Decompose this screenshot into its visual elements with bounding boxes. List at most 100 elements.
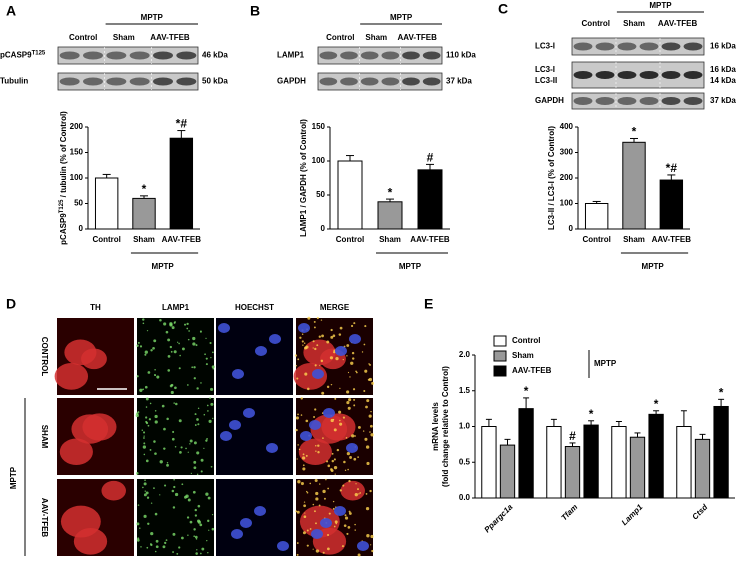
speckle bbox=[336, 448, 340, 452]
blot-band bbox=[595, 42, 615, 51]
speckle bbox=[330, 468, 333, 471]
speckle bbox=[322, 437, 324, 439]
speckle bbox=[332, 334, 336, 337]
speckle bbox=[164, 484, 167, 487]
blot-band bbox=[595, 97, 615, 105]
nucleus bbox=[311, 529, 323, 539]
annotation: *# bbox=[666, 161, 678, 175]
speckle bbox=[330, 335, 334, 339]
group-label: MPTP bbox=[399, 262, 422, 271]
speckle bbox=[327, 547, 330, 551]
speckle bbox=[327, 487, 330, 490]
nucleus bbox=[357, 541, 369, 551]
speckle bbox=[150, 502, 153, 504]
speckle bbox=[329, 356, 334, 360]
speckle bbox=[349, 376, 351, 378]
speckle bbox=[318, 335, 321, 338]
speckle bbox=[154, 410, 157, 412]
speckle bbox=[312, 347, 314, 349]
speckle bbox=[166, 462, 169, 464]
speckle bbox=[167, 369, 171, 372]
blot-band bbox=[176, 51, 197, 60]
nucleus bbox=[312, 369, 324, 379]
blot-strip bbox=[571, 61, 705, 89]
speckle bbox=[322, 489, 326, 494]
blot-kda: 14 kDa bbox=[710, 76, 736, 85]
bar bbox=[546, 426, 562, 499]
blot-group: MPTP bbox=[141, 13, 164, 22]
speckle bbox=[205, 439, 208, 442]
speckle bbox=[170, 390, 174, 395]
nucleus bbox=[269, 334, 281, 344]
speckle bbox=[211, 527, 215, 531]
speckle bbox=[142, 486, 144, 489]
speckle bbox=[145, 397, 149, 401]
cell-body bbox=[321, 413, 356, 441]
blot-band bbox=[106, 77, 127, 86]
blot-band bbox=[683, 42, 703, 51]
blot-band bbox=[83, 51, 103, 60]
speckle bbox=[195, 344, 198, 347]
speckle bbox=[315, 444, 317, 447]
y-tick-label: 100 bbox=[312, 156, 326, 165]
speckle bbox=[212, 367, 215, 370]
speckle bbox=[159, 460, 163, 464]
speckle bbox=[345, 437, 348, 439]
speckle bbox=[165, 330, 169, 334]
bar bbox=[132, 197, 156, 230]
speckle bbox=[185, 447, 187, 450]
speckle bbox=[196, 519, 201, 523]
blot-band bbox=[381, 77, 400, 86]
blot-band bbox=[340, 77, 358, 86]
speckle bbox=[344, 514, 347, 517]
speckle bbox=[187, 338, 190, 341]
speckle bbox=[353, 404, 356, 407]
speckle bbox=[370, 534, 374, 539]
speckle bbox=[365, 405, 368, 409]
column-header: LAMP1 bbox=[162, 303, 190, 312]
column-header: MERGE bbox=[320, 303, 350, 312]
speckle bbox=[209, 341, 212, 345]
speckle bbox=[181, 347, 185, 351]
x-tick-label: Tfam bbox=[560, 503, 580, 523]
speckle bbox=[323, 497, 326, 500]
speckle bbox=[326, 385, 330, 389]
speckle bbox=[335, 357, 339, 361]
speckle bbox=[166, 417, 169, 421]
speckle bbox=[346, 355, 348, 357]
cell-body bbox=[303, 339, 336, 366]
speckle bbox=[312, 503, 315, 506]
speckle bbox=[172, 551, 175, 553]
row-label: SHAM bbox=[40, 425, 49, 449]
speckle bbox=[305, 419, 309, 423]
speckle bbox=[143, 514, 147, 518]
speckle bbox=[135, 413, 139, 418]
y-tick-label: 100 bbox=[70, 173, 84, 182]
speckle bbox=[304, 372, 308, 376]
speckle bbox=[194, 413, 197, 416]
speckle bbox=[150, 349, 153, 352]
annotation: # bbox=[427, 151, 434, 165]
speckle bbox=[149, 402, 152, 405]
y-tick-label: 400 bbox=[560, 122, 574, 131]
speckle bbox=[172, 430, 175, 433]
y-axis-label: (fold change relative to Control) bbox=[441, 366, 450, 487]
speckle bbox=[346, 452, 350, 456]
cell-body bbox=[64, 339, 97, 366]
speckle bbox=[334, 397, 337, 400]
speckle bbox=[166, 463, 169, 467]
blot-kda: 46 kDa bbox=[202, 51, 228, 60]
speckle bbox=[347, 526, 351, 529]
speckle bbox=[210, 465, 213, 468]
speckle bbox=[210, 402, 214, 406]
speckle bbox=[173, 478, 175, 481]
speckle bbox=[317, 444, 320, 447]
speckle bbox=[148, 418, 152, 421]
legend-label: AAV-TFEB bbox=[512, 366, 552, 375]
panel-letter: B bbox=[250, 3, 260, 19]
speckle bbox=[333, 466, 338, 470]
speckle bbox=[301, 333, 304, 335]
speckle bbox=[302, 453, 305, 456]
speckle bbox=[142, 318, 145, 321]
bar bbox=[584, 203, 609, 230]
